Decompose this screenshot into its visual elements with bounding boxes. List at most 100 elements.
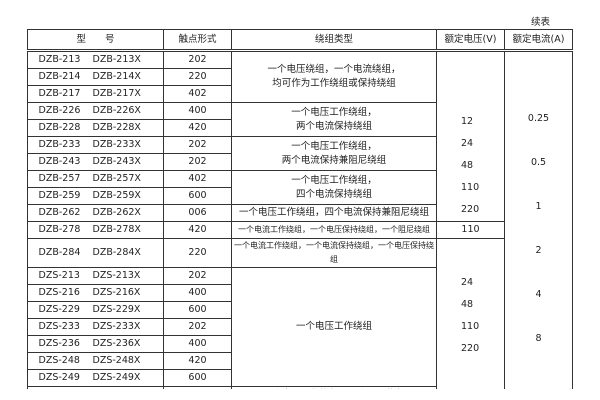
model-number: DZB-214 <box>38 71 81 82</box>
table-row: DZS-254DZS-254X220一个电压工作绕组，一个阻尼绕组 <box>27 386 573 390</box>
table-row: DZB-213 DZB-213X 202 一个电压绕组，一个电流绕组， 均可作为工作绕组… <box>27 50 573 389</box>
model-number: DZS-248 <box>38 355 80 366</box>
contact-cell: 400 <box>163 284 232 302</box>
model-cell: DZB-214 DZB-214X <box>27 68 164 86</box>
winding-line-1: 一个电压工作绕组 <box>295 321 372 332</box>
spec-table: 型 号 触点形式 绕组类型 额定电压(V) 额定电流(A) DZB-213 DZB… <box>27 29 573 389</box>
voltage-cell: 24 48 110 220 <box>436 238 505 389</box>
voltage-value: 48 <box>461 299 474 310</box>
model-cell: DZS-254DZS-254X <box>27 386 164 390</box>
table-row: DZB-262 DZB-262X 006 一个电压工作绕组，四个电流保持兼阻尼绕组 <box>27 204 573 222</box>
model-number-x: DZB-243X <box>92 156 141 167</box>
model-number-x: DZS-248X <box>92 355 141 366</box>
winding-cell: 一个电压工作绕组，一个阻尼绕组 <box>231 386 437 389</box>
model-number-x: DZB-233X <box>92 139 141 150</box>
contact-cell: 402 <box>163 85 232 103</box>
contact-cell: 600 <box>163 187 232 205</box>
model-cell: DZB-262 DZB-262X <box>27 204 164 222</box>
contact-cell: 202 <box>163 136 232 154</box>
model-number-x: DZS-229X <box>92 304 141 315</box>
winding-cell: 一个电压工作绕组， 四个电流保持绕组 <box>231 170 437 205</box>
model-number: DZB-228 <box>38 122 81 133</box>
winding-cell: 一个电压工作绕组 <box>231 267 437 387</box>
winding-line-2: 四个电流保持绕组 <box>295 188 372 200</box>
model-cell: DZS-248 DZS-248X <box>27 352 164 370</box>
model-number: DZB-226 <box>38 105 81 116</box>
spec-table-wrapper: 型 号 触点形式 绕组类型 额定电压(V) 额定电流(A) DZB-213 DZB… <box>27 29 573 389</box>
table-row: DZS-233 DZS-233X 202 <box>27 318 573 336</box>
voltage-value: 12 <box>461 116 474 127</box>
model-number: DZS-236 <box>38 338 80 349</box>
table-row: DZB-214 DZB-214X 220 <box>27 68 573 86</box>
model-number: DZB-259 <box>38 190 81 201</box>
winding-line-2: 两个电流保持绕组 <box>295 120 372 132</box>
winding-line-1: 一个电流工作绕组，一个电压保持绕组，一个阻尼绕组 <box>238 225 430 234</box>
table-row: DZS-248 DZS-248X 420 <box>27 352 573 370</box>
winding-cell: 一个电压工作绕组，四个电流保持兼阻尼绕组 <box>231 204 437 222</box>
winding-line-1: 一个电压工作绕组， <box>291 174 377 186</box>
winding-cell: 一个电流工作绕组，一个电流保持绕组，一个电压保持绕组 <box>231 238 437 268</box>
contact-cell: 202 <box>163 153 232 171</box>
contact-cell: 402 <box>163 170 232 188</box>
winding-cell: 一个电流工作绕组，一个电压保持绕组，一个阻尼绕组 <box>231 221 437 239</box>
model-number: DZB-257 <box>38 173 81 184</box>
contact-cell: 220 <box>163 238 232 268</box>
model-cell: DZS-216 DZS-216X <box>27 284 164 302</box>
winding-line-2: 均可作为工作绕组或保持绕组 <box>272 78 396 89</box>
model-number-x: DZB-217X <box>92 88 141 99</box>
model-cell: DZS-249 DZS-249X <box>27 369 164 387</box>
model-number-x: DZB-284X <box>92 247 141 258</box>
current-value: 1 <box>535 201 542 212</box>
model-cell: DZS-213 DZS-213X <box>27 267 164 285</box>
model-number-x: DZS-233X <box>92 321 141 332</box>
model-cell: DZB-226 DZB-226X <box>27 102 164 120</box>
winding-cell: 一个电压绕组，一个电流绕组， 均可作为工作绕组或保持绕组 <box>231 50 437 103</box>
model-number: DZB-284 <box>38 247 81 258</box>
table-row: DZB-284 DZB-284X 220 一个电流工作绕组，一个电流保持绕组，一个电压… <box>27 238 573 389</box>
current-value: 2 <box>535 245 542 256</box>
model-number: DZB-262 <box>38 207 81 218</box>
winding-line-2: 两个电流保持兼阻尼绕组 <box>281 154 387 166</box>
current-cell: 0.25 0.5 1 2 4 8 <box>504 50 573 389</box>
header-row: 型 号 触点形式 绕组类型 额定电压(V) 额定电流(A) <box>27 29 573 52</box>
contact-cell: 400 <box>163 335 232 353</box>
contact-cell: 420 <box>163 119 232 137</box>
model-number-x: DZB-213X <box>92 54 141 65</box>
winding-line-1: 一个电流工作绕组，一个电流保持绕组，一个电压保持绕组 <box>234 241 434 264</box>
header-model: 型 号 <box>27 29 164 52</box>
voltage-value: 110 <box>461 182 480 193</box>
winding-line-1: 一个电压工作绕组， <box>291 140 377 152</box>
current-value: 8 <box>535 333 542 344</box>
contact-cell: 220 <box>163 386 232 389</box>
model-cell: DZB-284 DZB-284X <box>27 238 164 268</box>
model-number-x: DZB-278X <box>92 224 141 235</box>
contact-cell: 600 <box>163 369 232 387</box>
winding-line-1: 一个电压绕组，一个电流绕组， <box>267 64 401 75</box>
continued-label: 续表 <box>531 17 551 28</box>
header-current: 额定电流(A) <box>504 29 573 52</box>
contact-cell: 202 <box>163 318 232 336</box>
model-number-x: DZS-249X <box>92 372 141 383</box>
model-cell: DZB-243 DZB-243X <box>27 153 164 171</box>
model-number: DZB-278 <box>38 224 81 235</box>
winding-line-1: 一个电压工作绕组， <box>291 106 377 118</box>
winding-cell: 一个电压工作绕组， 两个电流保持兼阻尼绕组 <box>231 136 437 171</box>
model-number: DZS-254 <box>39 388 93 390</box>
header-winding: 绕组类型 <box>231 29 437 52</box>
table-row: DZB-217 DZB-217X 402 <box>27 85 573 103</box>
model-cell: DZS-236 DZS-236X <box>27 335 164 353</box>
header-contact: 触点形式 <box>163 29 232 52</box>
contact-cell: 400 <box>163 102 232 120</box>
model-cell: DZB-213 DZB-213X <box>27 50 164 69</box>
contact-cell: 420 <box>163 221 232 239</box>
model-cell: DZB-233 DZB-233X <box>27 136 164 154</box>
voltage-cell: 12 24 48 110 220 <box>436 50 505 222</box>
model-number-x: DZB-257X <box>92 173 141 184</box>
model-cell: DZB-278 DZB-278X <box>27 221 164 239</box>
current-value: 0.25 <box>527 113 550 124</box>
model-number: DZS-213 <box>38 270 80 281</box>
model-number-x: DZB-228X <box>92 122 141 133</box>
table-row: DZS-216 DZS-216X 400 <box>27 284 573 302</box>
model-cell: DZB-217 DZB-217X <box>27 85 164 103</box>
table-row: DZS-236 DZS-236X 400 <box>27 335 573 353</box>
